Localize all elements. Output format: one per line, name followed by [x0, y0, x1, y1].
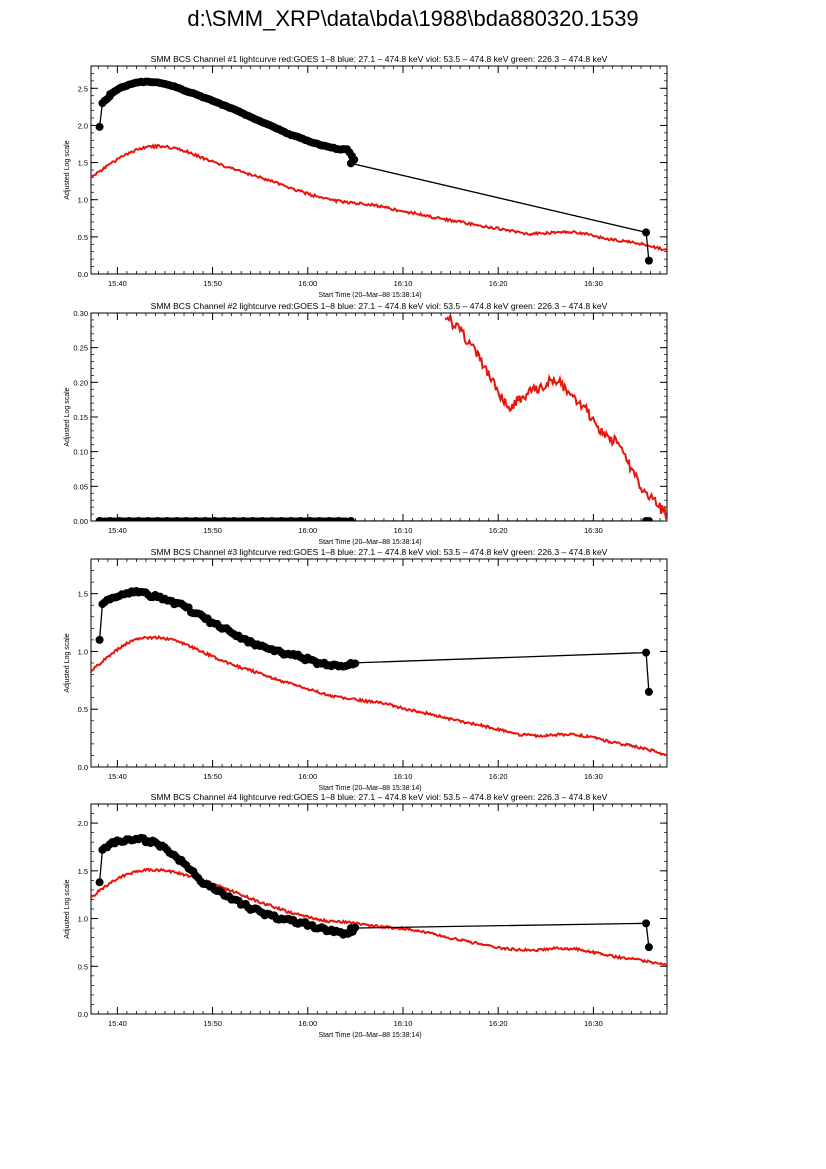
goes-series-line: [444, 315, 667, 521]
x-tick-label: 16:10: [394, 279, 413, 288]
bcs-data-point: [642, 228, 651, 237]
x-tick-label: 16:10: [394, 1019, 413, 1028]
x-tick-label: 15:50: [203, 526, 222, 535]
y-tick-label: 2.5: [78, 84, 88, 93]
y-tick-label: 1.5: [78, 159, 88, 168]
y-tick-label: 0.15: [73, 413, 88, 422]
y-tick-label: 0.5: [78, 705, 88, 714]
y-tick-label: 0.0: [78, 270, 88, 279]
x-axis-label: Start Time (20–Mar–88 15:38:14): [318, 539, 421, 546]
bcs-series-line: [98, 838, 650, 948]
x-axis-label: Start Time (20–Mar–88 15:38:14): [318, 292, 421, 299]
data-layer: [91, 587, 667, 757]
x-tick-label: 16:00: [298, 279, 317, 288]
bcs-data-point: [644, 943, 653, 952]
plot-frame: [90, 312, 668, 522]
x-tick-label: 16:30: [584, 279, 603, 288]
bcs-data-point: [95, 878, 104, 887]
chart-panel-4: SMM BCS Channel #4 lightcurve red:GOES 1…: [64, 792, 668, 1039]
y-tick-label: 2.0: [78, 121, 88, 130]
x-tick-label: 16:20: [489, 279, 508, 288]
x-tick-label: 16:30: [584, 772, 603, 781]
x-axis-label: Start Time (20–Mar–88 15:38:14): [318, 785, 421, 792]
x-tick-label: 15:40: [108, 279, 127, 288]
y-tick-label: 1.0: [78, 196, 88, 205]
x-tick-label: 16:10: [394, 526, 413, 535]
bcs-series-line: [98, 80, 650, 261]
x-axis-label: Start Time (20–Mar–88 15:38:14): [318, 1032, 421, 1039]
bcs-data-point: [644, 256, 653, 265]
plot-frame: [90, 803, 668, 1015]
bcs-data-point: [346, 159, 355, 168]
x-tick-label: 16:30: [584, 526, 603, 535]
x-tick-label: 16:00: [298, 772, 317, 781]
x-tick-label: 15:50: [203, 772, 222, 781]
x-tick-label: 16:20: [489, 1019, 508, 1028]
y-axis-label: Adjusted Log scale: [64, 879, 71, 938]
y-tick-label: 0.30: [73, 309, 88, 318]
chart-title: SMM BCS Channel #4 lightcurve red:GOES 1…: [151, 792, 608, 802]
bcs-data-point: [95, 122, 104, 131]
goes-series-line: [91, 143, 667, 252]
x-tick-label: 16:20: [489, 526, 508, 535]
chart-title: SMM BCS Channel #3 lightcurve red:GOES 1…: [151, 547, 608, 557]
x-tick-label: 15:50: [203, 279, 222, 288]
y-tick-label: 0.00: [73, 517, 88, 526]
chart-panel-3: SMM BCS Channel #3 lightcurve red:GOES 1…: [64, 547, 668, 792]
y-tick-label: 1.5: [78, 867, 88, 876]
data-layer: [95, 315, 667, 521]
y-tick-label: 0.5: [78, 962, 88, 971]
y-tick-label: 0.25: [73, 344, 88, 353]
y-tick-label: 0.10: [73, 448, 88, 457]
x-tick-label: 16:00: [298, 1019, 317, 1028]
bcs-data-point: [95, 635, 104, 644]
bcs-data-point: [644, 517, 653, 521]
y-tick-label: 0.0: [78, 763, 88, 772]
x-tick-label: 15:40: [108, 526, 127, 535]
page-title: d:\SMM_XRP\data\bda\1988\bda880320.1539: [187, 6, 639, 31]
y-tick-label: 0.20: [73, 378, 88, 387]
bcs-data-point: [642, 648, 651, 657]
y-tick-label: 0.5: [78, 233, 88, 242]
y-tick-label: 0.05: [73, 482, 88, 491]
bcs-data-point: [644, 687, 653, 696]
x-tick-label: 15:40: [108, 772, 127, 781]
y-tick-label: 1.0: [78, 915, 88, 924]
bcs-data-point: [642, 919, 651, 928]
y-axis-label: Adjusted Log scale: [64, 633, 71, 692]
x-tick-label: 16:30: [584, 1019, 603, 1028]
y-axis-label: Adjusted Log scale: [64, 140, 71, 199]
x-tick-label: 15:40: [108, 1019, 127, 1028]
bcs-data-point: [346, 659, 355, 667]
data-layer: [91, 77, 667, 265]
chart-panel-2: SMM BCS Channel #2 lightcurve red:GOES 1…: [64, 301, 668, 546]
data-layer: [91, 833, 667, 967]
bcs-data-point: [346, 924, 355, 933]
y-tick-label: 0.0: [78, 1010, 88, 1019]
y-tick-label: 2.0: [78, 819, 88, 828]
y-tick-label: 1.5: [78, 590, 88, 599]
x-tick-label: 16:10: [394, 772, 413, 781]
bcs-data-point: [346, 517, 355, 521]
goes-series-line: [91, 867, 667, 967]
chart-title: SMM BCS Channel #1 lightcurve red:GOES 1…: [151, 54, 608, 64]
y-tick-label: 1.0: [78, 647, 88, 656]
y-axis-label: Adjusted Log scale: [64, 387, 71, 446]
chart-title: SMM BCS Channel #2 lightcurve red:GOES 1…: [151, 301, 608, 311]
x-tick-label: 16:00: [298, 526, 317, 535]
x-tick-label: 16:20: [489, 772, 508, 781]
goes-series-line: [91, 634, 667, 757]
x-tick-label: 15:50: [203, 1019, 222, 1028]
chart-panel-1: SMM BCS Channel #1 lightcurve red:GOES 1…: [64, 54, 668, 299]
